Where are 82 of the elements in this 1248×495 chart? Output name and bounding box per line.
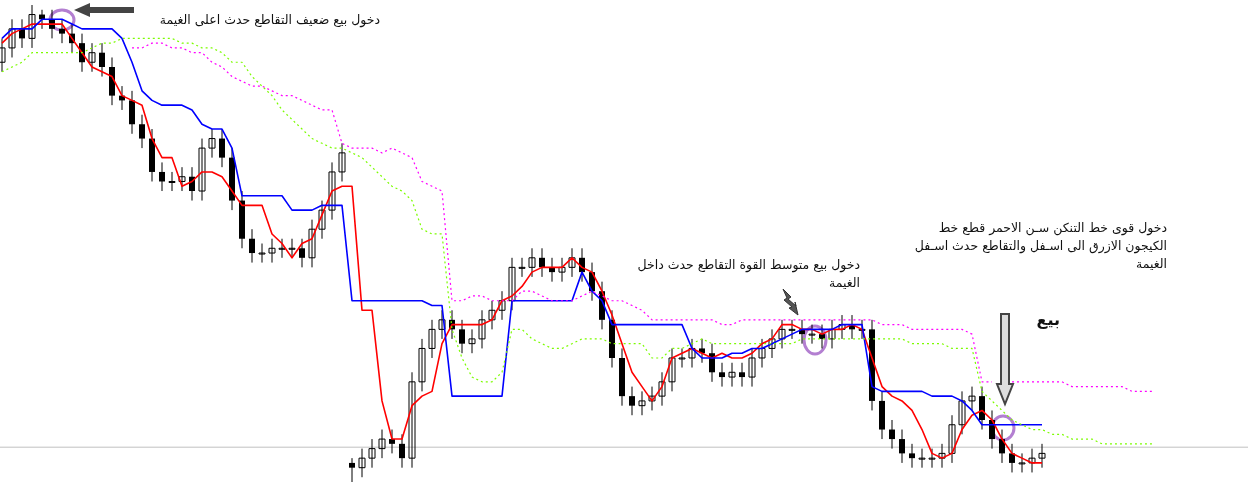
- candlestick: [278, 238, 286, 259]
- candlestick: [638, 390, 646, 416]
- candlestick: [938, 443, 946, 469]
- candlestick: [418, 338, 426, 392]
- candlestick: [768, 328, 776, 359]
- candlestick: [648, 386, 656, 411]
- candlestick: [1038, 443, 1046, 469]
- candlestick: [968, 386, 976, 411]
- candlestick: [508, 257, 516, 311]
- annotation: بيع: [1035, 310, 1060, 329]
- candlestick: [828, 319, 836, 349]
- candlestick: [728, 362, 736, 388]
- candlestick: [338, 142, 346, 182]
- candlestick: [328, 161, 336, 221]
- candlestick: [699, 338, 705, 364]
- annotation: دخول قوى خط التنكن سـن الاحمر قطع خط الكيجون الازرق الى اسـفل والتقاطع حدث اسـفل الغيمة: [913, 219, 1167, 273]
- candlestick: [208, 128, 216, 159]
- candlestick: [459, 319, 465, 354]
- candlestick: [678, 347, 686, 369]
- candlestick: [539, 247, 545, 278]
- candlestick: [399, 433, 405, 469]
- candlestick: [948, 414, 956, 464]
- candlestick: [139, 114, 145, 149]
- candlestick: [889, 419, 895, 450]
- candlestick: [88, 42, 96, 73]
- candlestick: [518, 257, 526, 278]
- candlestick: [658, 371, 666, 407]
- candlestick: [8, 18, 16, 58]
- candlestick: [808, 324, 816, 345]
- candlestick: [28, 4, 36, 49]
- candlestick: [99, 42, 105, 78]
- candlestick: [498, 290, 506, 321]
- candlestick: [178, 166, 186, 192]
- candlestick: [778, 319, 786, 349]
- candlestick: [558, 257, 566, 283]
- candlestick: [258, 243, 266, 264]
- candlestick: [438, 309, 446, 340]
- candlestick: [468, 328, 476, 354]
- candlestick: [168, 171, 176, 192]
- candlestick: [568, 247, 576, 278]
- candlestick: [899, 429, 905, 464]
- candlestick: [428, 319, 436, 359]
- candlestick: [389, 429, 395, 454]
- candlestick: [219, 128, 225, 168]
- candlestick: [288, 238, 296, 259]
- candlestick: [198, 138, 206, 202]
- candlestick: [918, 448, 926, 469]
- candlestick: [668, 347, 676, 392]
- candlestick: [958, 390, 966, 435]
- candlestick: [59, 18, 65, 44]
- candlestick: [318, 200, 326, 240]
- candlestick: [1009, 443, 1015, 473]
- candlestick: [378, 429, 386, 459]
- candlestick: [299, 238, 305, 268]
- candlestick: [838, 314, 846, 340]
- candlestick: [1028, 448, 1036, 473]
- candlestick: [748, 347, 756, 388]
- candlestick: [788, 319, 796, 340]
- candlestick: [478, 309, 486, 349]
- candlestick: [268, 238, 276, 264]
- candlestick: [528, 247, 536, 278]
- candlestick: [129, 90, 135, 135]
- candlestick: [488, 300, 496, 330]
- candlestick: [358, 448, 366, 478]
- candlestick: [159, 161, 165, 192]
- annotation: دخول بيع متوسط القوة التقاطع حدث داخل الغيمة: [636, 256, 860, 292]
- candlestick: [979, 386, 985, 431]
- candlestick: [719, 362, 725, 388]
- candlestick: [739, 362, 745, 388]
- candlestick: [0, 37, 6, 73]
- candlestick: [349, 457, 355, 483]
- candlestick: [368, 438, 376, 469]
- candlestick: [909, 443, 915, 469]
- annotation: دخول بيع ضعيف التقاطع حدث اعلى الغيمة: [158, 11, 380, 29]
- candlestick: [1018, 452, 1026, 473]
- candlestick: [688, 338, 696, 369]
- candlestick: [629, 386, 635, 416]
- candlestick: [408, 371, 416, 469]
- candlestick: [758, 338, 766, 369]
- candlestick: [928, 448, 936, 469]
- candlestick: [308, 219, 316, 268]
- candlestick: [249, 228, 255, 264]
